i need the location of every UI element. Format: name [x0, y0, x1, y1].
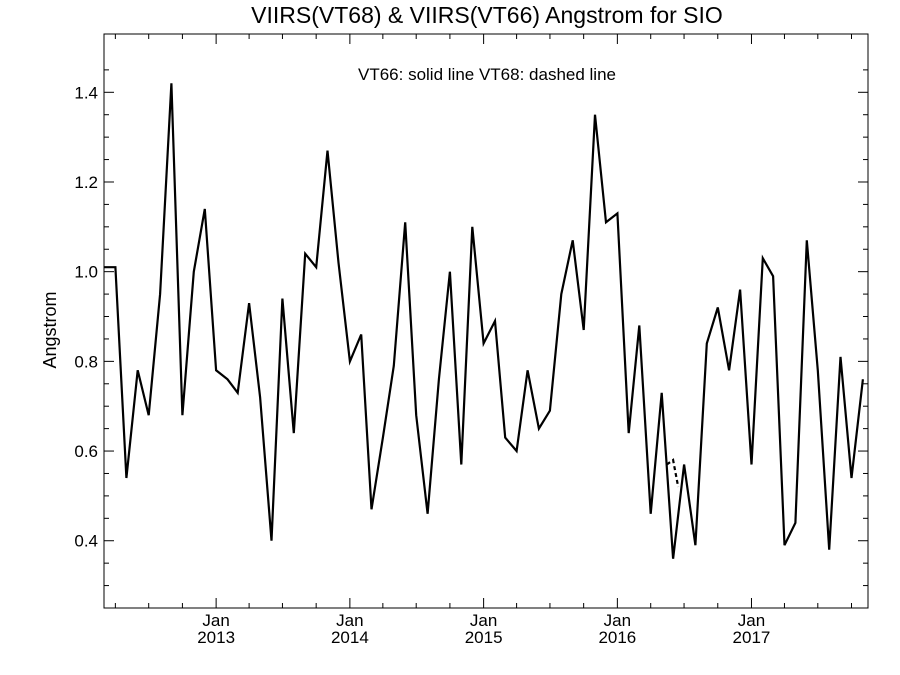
- y-tick-label: 1.4: [74, 83, 98, 102]
- x-tick-month-label: Jan: [738, 611, 765, 630]
- y-axis-label: Angstrom: [40, 291, 60, 368]
- series-layer: [104, 83, 864, 559]
- line-style-annotation: VT66: solid line VT68: dashed line: [358, 65, 616, 84]
- x-tick-month-label: Jan: [336, 611, 363, 630]
- chart-title: VIIRS(VT68) & VIIRS(VT66) Angstrom for S…: [251, 2, 723, 28]
- y-tick-label: 0.8: [74, 352, 98, 371]
- x-tick-year-label: 2016: [598, 628, 636, 647]
- y-tick-label: 0.4: [74, 532, 98, 551]
- x-tick-year-label: 2017: [733, 628, 771, 647]
- x-tick-year-label: 2014: [331, 628, 369, 647]
- x-tick-year-label: 2013: [197, 628, 235, 647]
- x-tick-month-label: Jan: [604, 611, 631, 630]
- y-tick-label: 0.6: [74, 442, 98, 461]
- y-axis-ticks: 0.4 0.6 0.8 1.0 1.2 1.4: [74, 69, 868, 609]
- x-tick-month-label: Jan: [470, 611, 497, 630]
- plot-frame: [103, 33, 869, 609]
- x-tick-year-label: 2015: [465, 628, 503, 647]
- y-tick-label: 1.2: [74, 173, 98, 192]
- x-tick-month-label: Jan: [202, 611, 229, 630]
- y-tick-label: 1.0: [74, 263, 98, 282]
- series-line-vt68: [666, 458, 680, 488]
- series-line-vt66: [104, 83, 864, 559]
